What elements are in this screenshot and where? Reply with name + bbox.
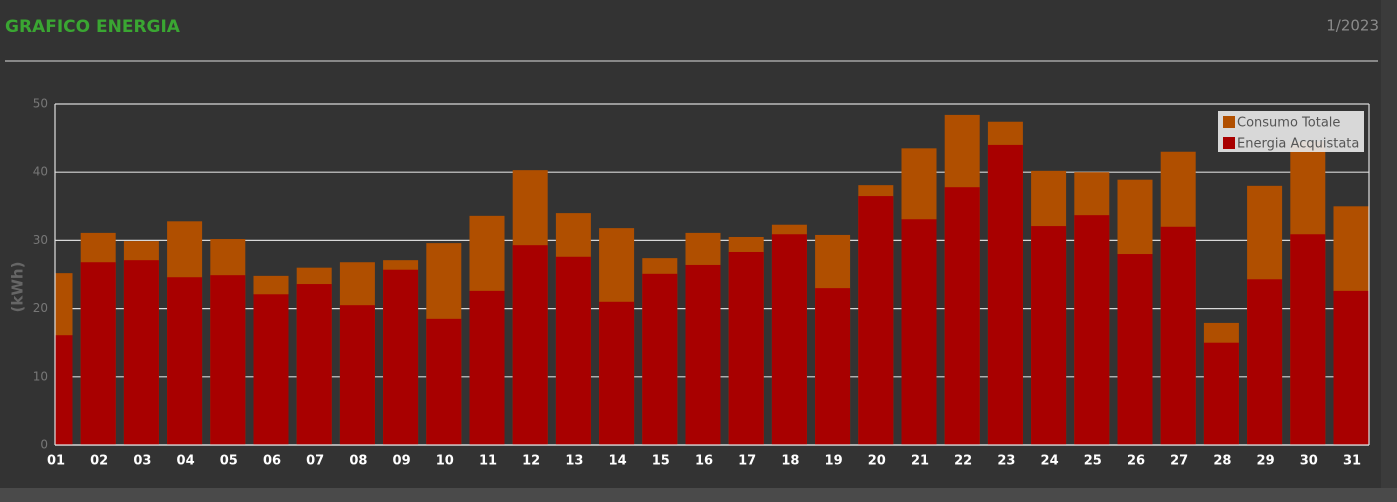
x-tick-label: 19	[825, 454, 843, 469]
y-tick-label: 30	[33, 233, 48, 247]
x-tick-label: 01	[47, 454, 65, 469]
bar	[55, 335, 73, 445]
chart-title: GRAFICO ENERGIA	[5, 17, 181, 37]
x-tick-label: 15	[652, 454, 670, 469]
bar	[512, 245, 548, 445]
bar	[80, 262, 116, 445]
x-tick-label: 31	[1343, 454, 1361, 469]
x-tick-label: 17	[738, 454, 756, 469]
legend-swatch	[1223, 116, 1235, 128]
x-tick-label: 24	[1041, 454, 1059, 469]
bar	[1290, 234, 1326, 445]
x-tick-label: 30	[1300, 454, 1318, 469]
bar	[599, 301, 635, 445]
side-strip	[1381, 0, 1397, 488]
period: 1/2023	[1326, 17, 1379, 35]
x-tick-label: 21	[911, 454, 929, 469]
bar	[253, 294, 289, 445]
bottom-strip	[0, 488, 1397, 502]
bar	[944, 187, 980, 445]
x-tick-label: 29	[1257, 454, 1275, 469]
x-tick-label: 27	[1170, 454, 1188, 469]
axes: 0 10 20 30 40 50 01 02 03 04 05 06 07 08 09 10 11 12 13 14 1…	[33, 97, 1370, 469]
bar	[555, 256, 591, 445]
x-tick-label: 06	[263, 454, 281, 469]
bar	[426, 318, 462, 445]
x-tick-label: 03	[133, 454, 151, 469]
x-tick-label: 05	[220, 454, 238, 469]
bar	[728, 251, 764, 445]
bar	[685, 264, 721, 445]
legend-box	[1218, 111, 1364, 152]
x-tick-label: 07	[306, 454, 324, 469]
x-tick-label: 11	[479, 454, 497, 469]
x-tick-label: 13	[565, 454, 583, 469]
bar	[339, 305, 375, 445]
x-tick-label: 25	[1084, 454, 1102, 469]
bar	[296, 284, 332, 445]
bars	[55, 114, 1369, 445]
bar	[1074, 215, 1110, 445]
x-tick-label: 26	[1127, 454, 1145, 469]
bar	[123, 260, 159, 445]
bar	[1247, 279, 1283, 445]
y-tick-label: 50	[33, 97, 48, 111]
bar	[1160, 226, 1196, 445]
x-tick-label: 08	[349, 454, 367, 469]
bar	[1333, 290, 1369, 445]
x-tick-label: 09	[393, 454, 411, 469]
x-tick-label: 14	[609, 454, 627, 469]
bar	[987, 144, 1023, 445]
x-tick-label: 18	[781, 454, 799, 469]
y-tick-label: 10	[33, 369, 48, 383]
y-tick-label: 40	[33, 165, 48, 179]
x-tick-label: 23	[997, 454, 1015, 469]
x-tick-label: 16	[695, 454, 713, 469]
legend: Consumo Totale Energia Acquistata	[1218, 111, 1364, 152]
bar	[858, 196, 894, 445]
bar	[167, 277, 203, 445]
x-tick-label: 04	[177, 454, 195, 469]
y-tick-label: 20	[33, 301, 48, 315]
bar	[771, 234, 807, 445]
bar	[210, 275, 246, 445]
x-tick-label: 02	[90, 454, 108, 469]
y-tick-label: 0	[40, 438, 48, 452]
y-axis-label: (kWh)	[9, 262, 27, 313]
x-tick-label: 10	[436, 454, 454, 469]
bar	[642, 273, 678, 445]
bar	[469, 290, 505, 445]
bar	[815, 288, 851, 445]
x-tick-label: 12	[522, 454, 540, 469]
bar	[1117, 254, 1153, 445]
legend-label: Consumo Totale	[1237, 116, 1340, 131]
legend-swatch	[1223, 137, 1235, 149]
legend-label: Energia Acquistata	[1237, 137, 1359, 152]
bar	[1203, 342, 1239, 445]
bar	[383, 269, 419, 445]
x-tick-label: 20	[868, 454, 886, 469]
bar	[1031, 226, 1067, 445]
x-tick-label: 22	[954, 454, 972, 469]
bar	[901, 219, 937, 445]
x-tick-label: 28	[1213, 454, 1231, 469]
